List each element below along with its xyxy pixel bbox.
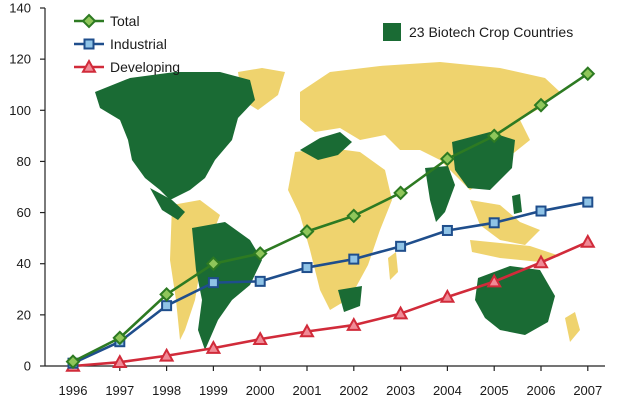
data-point-total (205, 256, 221, 272)
series-line-industrial (72, 200, 589, 365)
map-legend: 23 Biotech Crop Countries (383, 23, 573, 41)
map-africa (288, 148, 392, 310)
x-tick-label: 2004 (433, 383, 462, 398)
y-tick-label: 80 (17, 154, 31, 169)
legend: Total Industrial Developing (74, 13, 180, 75)
data-point-developing (392, 305, 409, 320)
map-mexico (150, 188, 185, 220)
x-tick-label: 2001 (293, 383, 322, 398)
legend-label-industrial: Industrial (110, 36, 167, 52)
series-line-developing (72, 240, 589, 368)
data-point-industrial (582, 196, 594, 208)
series-line-total (72, 72, 589, 363)
map-china (452, 132, 515, 190)
x-tick-label: 2003 (386, 383, 415, 398)
data-point-developing (112, 354, 128, 368)
data-point-total (393, 185, 409, 201)
y-tick-label: 120 (9, 52, 31, 67)
data-point-developing (205, 340, 222, 354)
series-layer (65, 66, 596, 372)
legend-marker-industrial (83, 38, 95, 50)
y-tick-label: 40 (17, 256, 31, 271)
data-point-industrial (254, 275, 266, 287)
data-point-total (346, 208, 362, 224)
data-point-total (112, 330, 128, 346)
data-point-developing (158, 347, 175, 362)
data-point-developing (533, 254, 549, 269)
data-point-total (439, 151, 455, 167)
data-point-industrial (395, 240, 407, 252)
x-tick-label: 2002 (339, 383, 368, 398)
x-tick-label: 1996 (59, 383, 88, 398)
x-tick-label: 1997 (105, 383, 134, 398)
map-south-america (192, 222, 262, 350)
data-point-total (159, 286, 175, 302)
map-southeast-asia (470, 200, 540, 245)
legend-marker-developing (81, 58, 97, 73)
data-point-developing (439, 288, 456, 303)
data-point-industrial (301, 262, 313, 274)
data-point-industrial (535, 205, 547, 217)
legend-label-developing: Developing (110, 59, 180, 75)
y-ticks: 0 20 40 60 80 100 120 140 (9, 1, 45, 374)
y-tick-label: 20 (17, 307, 31, 322)
data-point-total (533, 97, 549, 113)
data-point-industrial (348, 253, 360, 265)
data-point-industrial (161, 300, 173, 312)
data-point-industrial (488, 217, 500, 229)
legend-label-total: Total (110, 13, 140, 29)
data-point-total (486, 128, 502, 144)
data-point-developing (252, 331, 268, 345)
map-australia (475, 266, 555, 335)
data-point-developing (486, 273, 502, 288)
map-madagascar (388, 252, 398, 280)
y-tick-label: 0 (24, 359, 31, 374)
map-legend-label: 23 Biotech Crop Countries (409, 24, 573, 40)
x-tick-label: 2000 (246, 383, 275, 398)
data-point-total (580, 66, 596, 82)
map-philippines (512, 194, 522, 214)
legend-marker-total (81, 13, 97, 29)
map-india (425, 166, 455, 222)
series-total (65, 66, 596, 370)
data-point-developing (580, 233, 596, 248)
x-tick-label: 1998 (152, 383, 181, 398)
data-point-developing (346, 317, 362, 331)
y-tick-label: 60 (17, 205, 31, 220)
x-tick-label: 2005 (480, 383, 509, 398)
x-tick-label: 1999 (199, 383, 228, 398)
x-tick-label: 2006 (527, 383, 556, 398)
map-legend-swatch (383, 23, 401, 41)
data-point-industrial (207, 277, 219, 289)
x-tick-label: 2007 (573, 383, 602, 398)
map-north-america (95, 72, 255, 200)
data-point-total (65, 354, 81, 370)
y-tick-label: 140 (9, 1, 31, 16)
data-point-industrial (441, 224, 453, 236)
y-tick-label: 100 (9, 103, 31, 118)
map-europe (300, 132, 352, 160)
map-indonesia (470, 240, 560, 262)
x-ticks: 1996 1997 1998 1999 2000 2001 2002 2003 2004 2005… (59, 366, 602, 398)
data-point-total (252, 246, 268, 261)
data-point-developing (299, 323, 315, 338)
map-new-zealand (565, 312, 580, 342)
data-point-total (299, 224, 315, 239)
map-south-africa (338, 286, 362, 312)
axes (44, 8, 605, 367)
